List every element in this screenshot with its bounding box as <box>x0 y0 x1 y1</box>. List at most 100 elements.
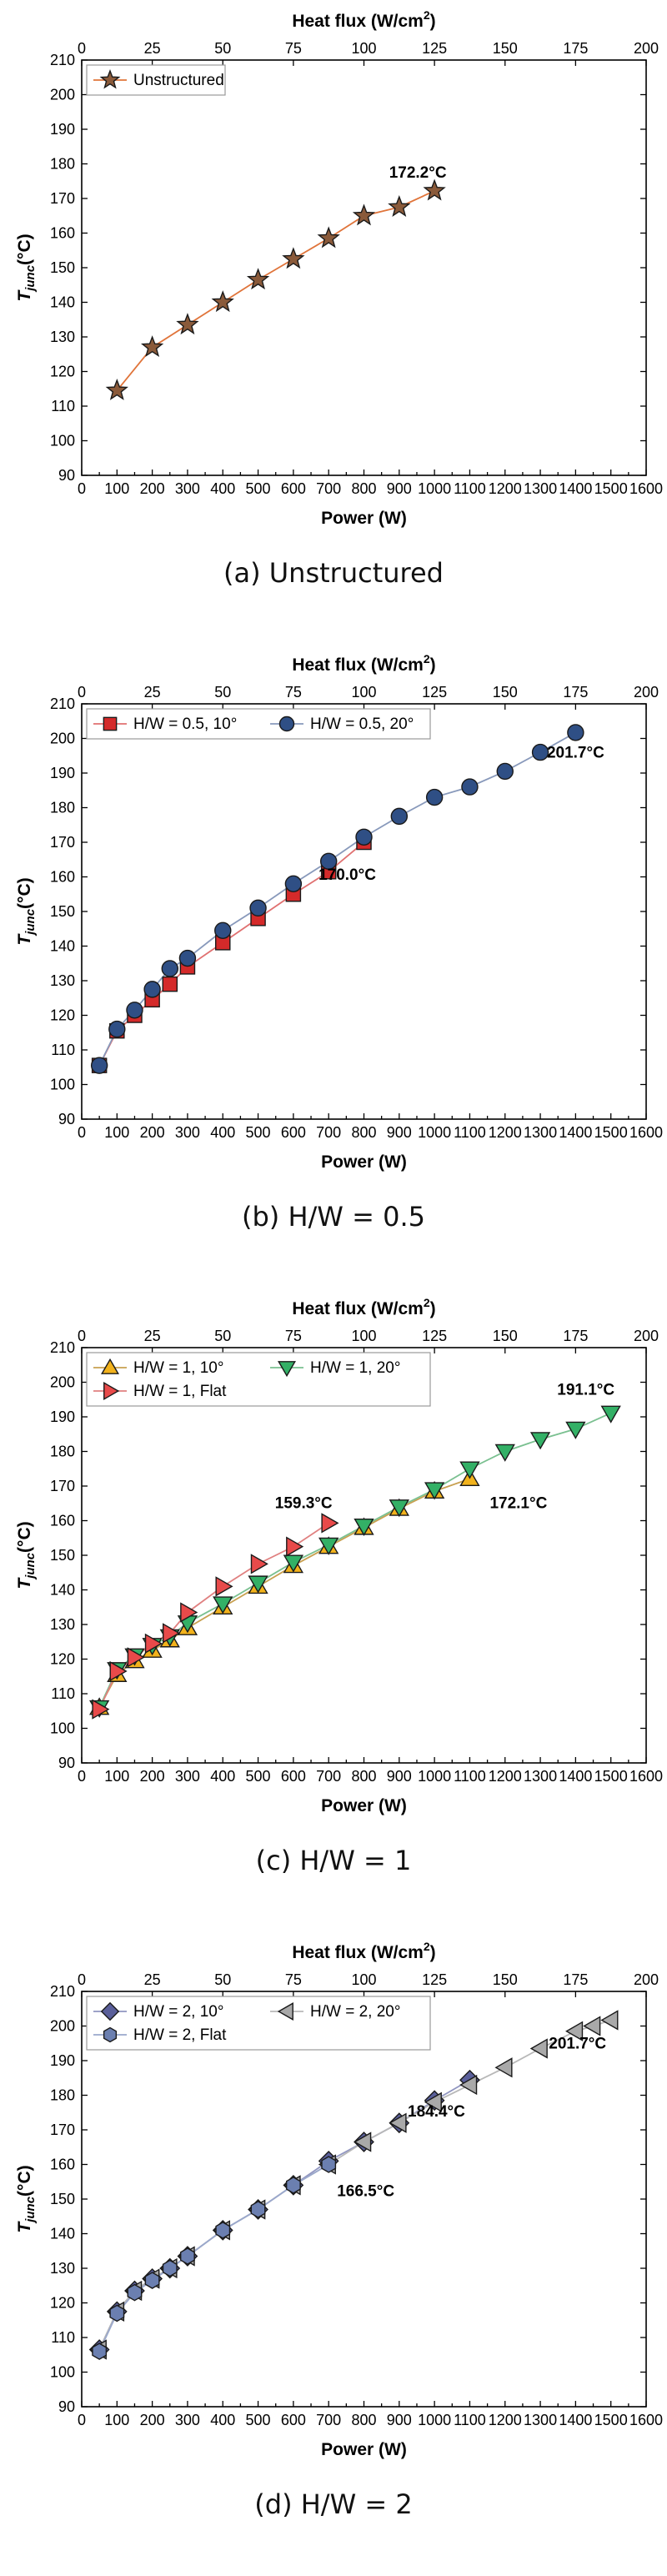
top-tick-label: 50 <box>214 1971 231 1988</box>
x-tick-label: 1000 <box>418 1768 451 1785</box>
legend-marker <box>103 1382 120 1400</box>
legend-label: H/W = 0.5, 20° <box>310 716 414 733</box>
top-tick-label: 125 <box>422 1971 447 1988</box>
x-tick-label: 200 <box>140 1768 165 1785</box>
data-point <box>583 2016 601 2036</box>
y-axis-title-main: T <box>15 289 34 302</box>
y-tick-label: 120 <box>50 1651 75 1668</box>
top-axis-title-main: Heat flux (W/cm <box>292 12 424 31</box>
data-point <box>92 1699 110 1720</box>
data-point <box>178 949 197 967</box>
data-point <box>90 1057 108 1074</box>
top-axis-title-sup: 2 <box>424 1940 430 1953</box>
y-tick-label: 180 <box>50 2087 75 2104</box>
annotation-label: 191.1°C <box>557 1381 614 1398</box>
data-point <box>494 1444 515 1462</box>
x-tick-label: 1600 <box>629 1768 663 1785</box>
top-axis-title-sup: 2 <box>424 652 430 665</box>
data-point <box>531 743 549 761</box>
y-tick-label: 130 <box>50 1616 75 1633</box>
data-point <box>282 247 305 269</box>
top-tick-label: 175 <box>563 1971 588 1988</box>
top-axis-title-end: ) <box>430 12 436 31</box>
y-axis-title: Tjunc(°C) <box>15 2165 38 2232</box>
x-tick-label: 400 <box>210 1768 235 1785</box>
x-tick-label: 100 <box>104 1124 129 1141</box>
y-tick-label: 100 <box>50 1720 75 1737</box>
x-tick-label: 100 <box>104 480 129 497</box>
x-axis-title: Power (W) <box>321 1796 407 1815</box>
x-tick-label: 800 <box>351 480 376 497</box>
data-point <box>567 724 584 741</box>
y-tick-label: 210 <box>50 1983 75 2000</box>
legend-box <box>86 1352 431 1407</box>
data-point <box>319 852 338 871</box>
x-tick-label: 500 <box>246 1124 271 1141</box>
top-tick-label: 25 <box>144 1328 161 1344</box>
top-tick-label: 200 <box>634 1328 659 1344</box>
x-tick-label: 300 <box>175 1768 200 1785</box>
top-axis-title-sup: 2 <box>424 8 430 22</box>
data-point <box>321 1513 339 1534</box>
x-tick-label: 1600 <box>629 2412 663 2428</box>
top-tick-label: 150 <box>493 684 518 700</box>
y-tick-label: 200 <box>50 2018 75 2035</box>
y-tick-label: 190 <box>50 2052 75 2069</box>
series-line-2 <box>98 731 576 1067</box>
legend-label: H/W = 2, 20° <box>310 2003 400 2021</box>
y-tick-label: 120 <box>50 1007 75 1024</box>
x-tick-label: 0 <box>78 2412 86 2428</box>
top-tick-label: 25 <box>144 40 161 57</box>
x-tick-label: 1000 <box>418 1124 451 1141</box>
y-tick-label: 150 <box>50 259 75 276</box>
x-tick-label: 700 <box>316 2412 341 2428</box>
x-tick-label: 400 <box>210 1124 235 1141</box>
y-tick-label: 90 <box>58 467 75 484</box>
data-point <box>180 1602 198 1623</box>
legend-marker <box>103 2026 118 2043</box>
data-point <box>600 1405 621 1424</box>
legend-marker <box>278 716 295 732</box>
chart-panel-3: 0 100 200 300 400 500 600 700 800 900 1000 1100 1200… <box>15 1296 663 1876</box>
legend-label: H/W = 1, 10° <box>133 1359 223 1377</box>
legend-marker <box>99 68 121 89</box>
top-axis-title-end: ) <box>430 1943 436 1962</box>
y-tick-label: 130 <box>50 972 75 989</box>
y-tick-label: 130 <box>50 2260 75 2277</box>
series-2 <box>90 724 584 1074</box>
x-tick-label: 700 <box>316 480 341 497</box>
legend-label: Unstructured <box>133 72 224 89</box>
legend: Unstructured <box>86 64 226 96</box>
x-tick-label: 1500 <box>594 1124 628 1141</box>
legend-label: H/W = 1, Flat <box>133 1383 227 1400</box>
annotation-label: 166.5°C <box>337 2182 394 2200</box>
y-tick-label: 180 <box>50 1444 75 1460</box>
data-point <box>529 1432 551 1450</box>
top-axis-title-main: Heat flux (W/cm <box>292 655 424 675</box>
x-tick-label: 700 <box>316 1124 341 1141</box>
data-point <box>144 2272 160 2289</box>
y-axis-title-sub: junc <box>23 264 38 292</box>
x-tick-label: 200 <box>140 480 165 497</box>
top-tick-label: 50 <box>214 684 231 700</box>
x-tick-label: 900 <box>387 1768 412 1785</box>
y-tick-label: 90 <box>58 1111 75 1127</box>
top-tick-label: 150 <box>493 1971 518 1988</box>
x-tick-label: 1200 <box>489 1768 522 1785</box>
y-axis-title-main: T <box>15 2221 34 2233</box>
data-point <box>565 2021 584 2041</box>
legend-box <box>86 708 431 740</box>
x-tick-label: 0 <box>78 480 86 497</box>
top-tick-label: 25 <box>144 1971 161 1988</box>
x-tick-label: 600 <box>281 2412 306 2428</box>
annotation-label: 172.2°C <box>389 164 447 182</box>
y-tick-label: 150 <box>50 1547 75 1564</box>
y-tick-label: 100 <box>50 433 75 449</box>
chart-panel-4: 0 100 200 300 400 500 600 700 800 900 1000 1100 1200… <box>15 1940 663 2520</box>
y-tick-label: 140 <box>50 294 75 311</box>
top-tick-label: 100 <box>351 684 376 700</box>
data-point <box>424 2091 442 2112</box>
x-tick-label: 500 <box>246 480 271 497</box>
legend: H/W = 2, 10° H/W = 2, 20° H/W = 2, Flat <box>86 1996 431 2051</box>
data-point <box>459 1461 480 1479</box>
